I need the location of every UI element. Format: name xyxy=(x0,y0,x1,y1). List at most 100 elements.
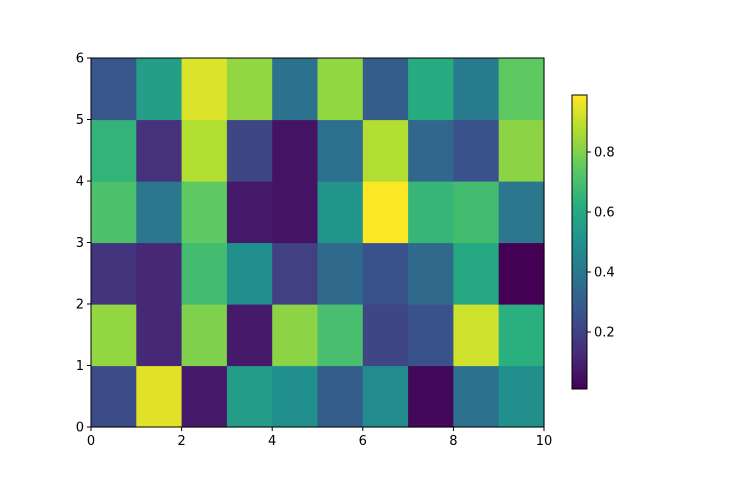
heatmap-cell xyxy=(91,242,137,305)
colorbar-segment xyxy=(572,335,587,339)
colorbar-segment xyxy=(572,357,587,361)
heatmap-cell xyxy=(136,304,183,367)
heatmap-cell xyxy=(362,119,409,182)
colorbar-segment xyxy=(572,242,587,245)
colorbar-segment xyxy=(572,215,587,218)
heatmap-cell xyxy=(317,181,364,244)
colorbar-segment xyxy=(572,337,587,341)
y-tick-label: 2 xyxy=(76,298,84,313)
colorbar-segment xyxy=(572,212,587,216)
colorbar-segment xyxy=(572,342,587,346)
heatmap-cells xyxy=(91,58,545,428)
colorbar-segment xyxy=(572,109,587,113)
colorbar-segment xyxy=(572,366,587,370)
colorbar-segment xyxy=(572,119,587,123)
colorbar-segment xyxy=(572,217,587,221)
colorbar-segment xyxy=(572,227,587,231)
colorbar-segment xyxy=(572,259,587,263)
heatmap-cell xyxy=(453,119,500,182)
colorbar-segment xyxy=(572,347,587,351)
colorbar-segment xyxy=(572,293,587,297)
heatmap-cell xyxy=(226,181,273,244)
heatmap-cell xyxy=(136,365,183,428)
heatmap-cell xyxy=(498,181,545,244)
colorbar-segment xyxy=(572,158,587,162)
heatmap-cell xyxy=(91,365,137,428)
colorbar-segment xyxy=(572,352,587,356)
heatmap-cell xyxy=(317,58,364,121)
colorbar-segment xyxy=(572,379,587,383)
colorbar-segment xyxy=(572,362,587,365)
colorbar-segment xyxy=(572,102,587,106)
colorbar-segment xyxy=(572,121,587,125)
colorbar-segment xyxy=(572,340,587,343)
heatmap-cell xyxy=(498,58,545,121)
colorbar-segment xyxy=(572,131,587,135)
colorbar-segment xyxy=(572,151,587,155)
heatmap-cell xyxy=(226,304,273,367)
heatmap-cell xyxy=(181,58,228,121)
heatmap-cell xyxy=(136,119,183,182)
y-axis: 0 1 2 3 4 5 6 xyxy=(76,52,91,436)
colorbar-segment xyxy=(572,200,587,204)
colorbar-segment xyxy=(572,193,587,196)
heatmap-cell xyxy=(362,58,409,121)
x-axis: 0 2 4 6 8 10 xyxy=(87,427,552,449)
heatmap-cell xyxy=(317,242,364,305)
colorbar-segment xyxy=(572,268,587,272)
y-tick-label: 0 xyxy=(76,421,84,436)
colorbar-segment xyxy=(572,205,587,209)
heatmap-cell xyxy=(408,365,454,428)
colorbar-segment xyxy=(572,232,587,236)
heatmap-cell xyxy=(272,181,319,244)
colorbar-segment xyxy=(572,99,587,103)
heatmap-cell xyxy=(91,119,137,182)
colorbar-frame xyxy=(571,94,588,390)
colorbar-segment xyxy=(572,175,587,179)
colorbar-segment xyxy=(572,295,587,299)
colorbar-segment xyxy=(572,349,587,353)
y-tick-label: 3 xyxy=(76,236,84,251)
colorbar-segment xyxy=(572,156,587,160)
colorbar-segment xyxy=(572,322,587,326)
heatmap-cell xyxy=(317,119,364,182)
colorbar-segment xyxy=(572,320,587,324)
colorbar-segment xyxy=(572,134,587,138)
heatmap-cell xyxy=(453,58,500,121)
heatmap-cell xyxy=(136,58,183,121)
heatmap-cell xyxy=(91,181,137,244)
colorbar-segment xyxy=(572,229,587,233)
colorbar-tick-label: 0.4 xyxy=(594,266,615,281)
colorbar-segment xyxy=(572,313,587,316)
colorbar-segment xyxy=(572,308,587,312)
colorbar-segment xyxy=(572,371,587,375)
colorbar-segment xyxy=(572,381,587,385)
colorbar-segment xyxy=(572,303,587,307)
heatmap-cell xyxy=(498,304,545,367)
heatmap-cell xyxy=(181,242,228,305)
colorbar-segment xyxy=(572,244,587,248)
colorbar-segment xyxy=(572,207,587,211)
colorbar-segment xyxy=(572,288,587,292)
colorbar-segment xyxy=(572,95,587,98)
heatmap-cell xyxy=(498,242,545,305)
colorbar-segment xyxy=(572,344,587,348)
colorbar-segment xyxy=(572,300,587,304)
colorbar-segment xyxy=(572,195,587,199)
colorbar-segment xyxy=(572,126,587,130)
y-tick-label: 1 xyxy=(76,359,84,374)
heatmap-cell xyxy=(498,119,545,182)
heatmap-cell xyxy=(181,119,228,182)
heatmap-cell xyxy=(453,242,500,305)
y-tick-label: 6 xyxy=(76,52,84,67)
heatmap-cell xyxy=(362,365,409,428)
colorbar-segment xyxy=(572,310,587,314)
heatmap-cell xyxy=(453,181,500,244)
heatmap-cell xyxy=(226,365,273,428)
heatmap-cell xyxy=(408,58,454,121)
colorbar-segment xyxy=(572,376,587,380)
colorbar-segment xyxy=(572,124,587,128)
colorbar-segment xyxy=(572,278,587,282)
colorbar-segment xyxy=(572,325,587,329)
